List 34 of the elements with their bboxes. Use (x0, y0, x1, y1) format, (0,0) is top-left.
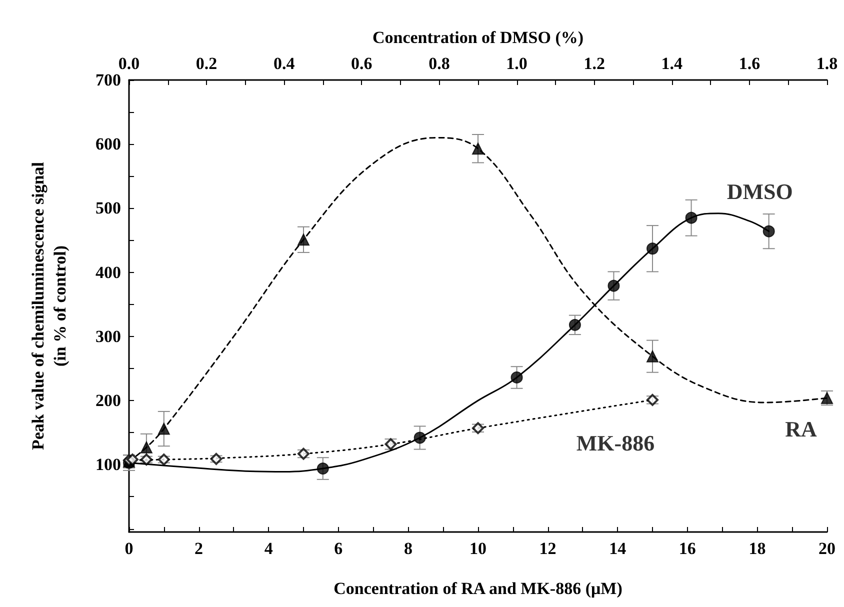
x-tick-label: 16 (678, 539, 696, 558)
x2-tick-label: 1.8 (816, 54, 838, 73)
y-tick-label: 100 (96, 455, 121, 474)
x2-tick-label: 1.2 (584, 54, 605, 73)
y-tick-label: 200 (96, 391, 121, 410)
y-tick-label: 500 (96, 198, 121, 218)
x-tick-label: 2 (194, 539, 204, 558)
x-tick-label: 14 (609, 539, 627, 558)
x-tick-label: 10 (470, 539, 486, 558)
x-tick-label: 4 (264, 539, 274, 558)
x-tick-label: 12 (539, 539, 556, 558)
x2-tick-label: 1.6 (738, 54, 760, 73)
x-tick-label: 8 (404, 539, 412, 558)
series-label: RA (785, 416, 817, 442)
x2-tick-label: 0.6 (351, 54, 372, 73)
x2-tick-label: 0.0 (118, 54, 140, 73)
x-tick-label: 18 (748, 539, 766, 558)
y-tick-label: 300 (96, 326, 121, 346)
x-tick-label: 20 (818, 539, 836, 558)
x-axis-title: Concentration of RA and MK-886 (μM) (334, 579, 622, 598)
y-tick-label: 400 (96, 262, 121, 282)
x-tick-label: 6 (334, 539, 343, 558)
x-tick-label: 0 (124, 539, 134, 558)
x2-tick-label: 0.8 (428, 54, 450, 73)
y-tick-label: 700 (96, 70, 121, 90)
y-tick-label: 600 (96, 134, 121, 154)
x2-tick-label: 0.4 (273, 54, 296, 73)
x2-axis-title: Concentration of DMSO (%) (372, 28, 584, 47)
y-axis-title: Peak value of chemiluminescence signal (in % of control) (28, 162, 70, 450)
series-label: DMSO (726, 178, 793, 204)
x2-tick-label: 0.2 (196, 54, 218, 73)
series-label: MK-886 (576, 430, 655, 456)
x2-tick-label: 1.4 (661, 54, 684, 73)
x2-tick-label: 1.0 (506, 54, 528, 73)
